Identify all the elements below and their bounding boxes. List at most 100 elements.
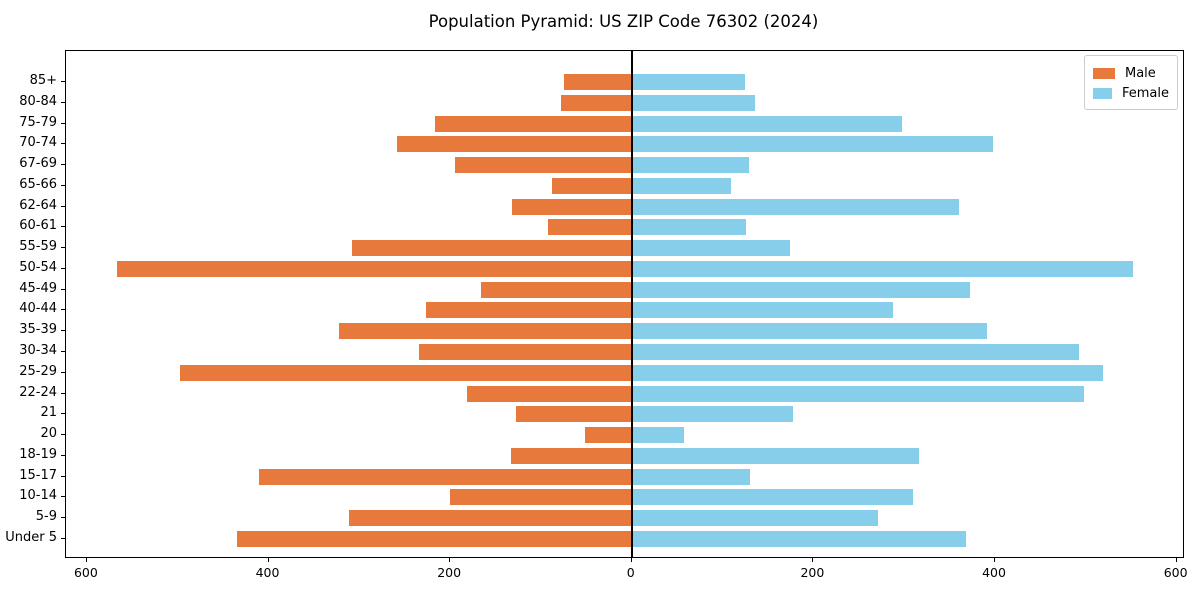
male-bar xyxy=(180,364,632,381)
zero-axis-line xyxy=(630,51,633,557)
female-bar xyxy=(631,260,1134,277)
y-axis-tick-mark xyxy=(61,184,65,186)
female-bar xyxy=(631,94,756,111)
female-bar xyxy=(631,468,750,485)
male-bar xyxy=(548,219,632,236)
y-axis-tick-label: 60-61 xyxy=(19,218,57,234)
female-swatch-icon xyxy=(1093,87,1112,99)
y-axis-tick-mark xyxy=(61,371,65,373)
y-axis-tick-mark xyxy=(61,537,65,539)
y-axis-tick-label: 10-14 xyxy=(19,488,57,504)
x-axis-tick-label: 600 xyxy=(1163,565,1188,580)
y-axis-tick-label: 80-84 xyxy=(19,93,57,109)
y-axis-tick-label: 22-24 xyxy=(19,384,57,400)
x-axis-tick-mark xyxy=(630,558,632,562)
male-bar xyxy=(511,198,632,215)
x-axis-tick-label: 200 xyxy=(437,565,462,580)
female-bar xyxy=(631,198,959,215)
y-axis-tick-mark xyxy=(61,247,65,249)
y-axis-tick-label: 40-44 xyxy=(19,301,57,317)
male-bar xyxy=(510,447,632,464)
y-axis-tick-mark xyxy=(61,267,65,269)
female-bar xyxy=(631,364,1104,381)
y-axis-tick-mark xyxy=(61,309,65,311)
y-axis-tick-mark xyxy=(61,164,65,166)
y-axis-tick-mark xyxy=(61,392,65,394)
y-axis-tick-label: 5-9 xyxy=(35,509,57,525)
x-axis-tick-mark xyxy=(1175,558,1177,562)
male-bar xyxy=(396,136,632,153)
x-axis-tick-label: 0 xyxy=(626,565,635,580)
y-axis-tick-label: 20 xyxy=(40,426,57,442)
female-bar xyxy=(631,302,894,319)
male-bar xyxy=(454,157,632,174)
plot-area: Male Female xyxy=(65,50,1184,558)
female-bar xyxy=(631,344,1079,360)
legend-label-female: Female xyxy=(1121,85,1169,101)
y-axis-tick-label: 85+ xyxy=(29,73,57,88)
male-swatch-icon xyxy=(1093,67,1115,79)
x-axis-tick-label: 400 xyxy=(255,565,280,580)
female-bar xyxy=(631,406,794,423)
y-axis-tick-label: 18-19 xyxy=(19,446,57,462)
y-axis-tick-label: 55-59 xyxy=(19,239,57,255)
x-axis-tick-mark xyxy=(85,558,87,562)
female-bar xyxy=(631,157,749,174)
female-bar xyxy=(631,136,994,153)
legend: Male Female xyxy=(1084,55,1178,110)
x-axis-tick-mark xyxy=(812,558,814,562)
x-axis-tick-label: 200 xyxy=(800,565,825,580)
x-axis-tick-mark xyxy=(267,558,269,562)
y-axis-tick-label: 65-66 xyxy=(19,176,57,192)
male-bar xyxy=(259,468,632,485)
male-bar xyxy=(419,344,632,360)
female-bar xyxy=(631,240,790,257)
female-bar xyxy=(631,530,966,547)
female-bar xyxy=(631,385,1084,402)
y-axis-tick-label: 62-64 xyxy=(19,197,57,213)
female-bar xyxy=(631,447,919,464)
y-axis-tick-label: 21 xyxy=(40,405,57,421)
y-axis-tick-mark xyxy=(61,288,65,290)
y-axis-tick-mark xyxy=(61,205,65,207)
male-bar xyxy=(236,530,632,547)
y-axis-tick-mark xyxy=(61,454,65,456)
legend-item-female: Female xyxy=(1093,83,1169,103)
male-bar xyxy=(481,281,632,298)
y-axis-tick-label: 25-29 xyxy=(19,363,57,379)
legend-label-male: Male xyxy=(1125,65,1156,81)
female-bar xyxy=(631,115,903,132)
y-axis-tick-mark xyxy=(61,496,65,498)
y-axis-tick-mark xyxy=(61,517,65,519)
female-bar xyxy=(631,219,747,236)
legend-item-male: Male xyxy=(1093,63,1169,83)
y-axis-tick-label: 75-79 xyxy=(19,114,57,130)
male-bar xyxy=(116,260,632,277)
y-axis-tick-mark xyxy=(61,330,65,332)
x-axis-tick-label: 400 xyxy=(982,565,1006,580)
x-axis-tick-mark xyxy=(994,558,996,562)
male-bar xyxy=(563,74,632,90)
x-axis-tick-label: 600 xyxy=(73,565,98,580)
male-bar xyxy=(515,406,632,423)
y-axis-tick-label: Under 5 xyxy=(5,529,57,545)
male-bar xyxy=(450,489,632,506)
x-axis-tick-mark xyxy=(449,558,451,562)
female-bar xyxy=(631,74,746,90)
male-bar xyxy=(352,240,632,257)
y-axis-tick-label: 35-39 xyxy=(19,322,57,338)
male-bar xyxy=(339,323,632,340)
male-bar xyxy=(551,177,632,194)
y-axis-tick-mark xyxy=(61,122,65,124)
female-bar xyxy=(631,281,971,298)
female-bar xyxy=(631,489,914,506)
chart-title: Population Pyramid: US ZIP Code 76302 (2… xyxy=(428,12,819,31)
male-bar xyxy=(585,427,632,444)
y-axis-tick-label: 45-49 xyxy=(19,280,57,296)
y-axis-tick-label: 15-17 xyxy=(19,467,57,483)
y-axis-tick-mark xyxy=(61,101,65,103)
y-axis-tick-mark xyxy=(61,413,65,415)
y-axis-tick-mark xyxy=(61,143,65,145)
y-axis-tick-label: 70-74 xyxy=(19,135,57,151)
male-bar xyxy=(349,510,632,527)
